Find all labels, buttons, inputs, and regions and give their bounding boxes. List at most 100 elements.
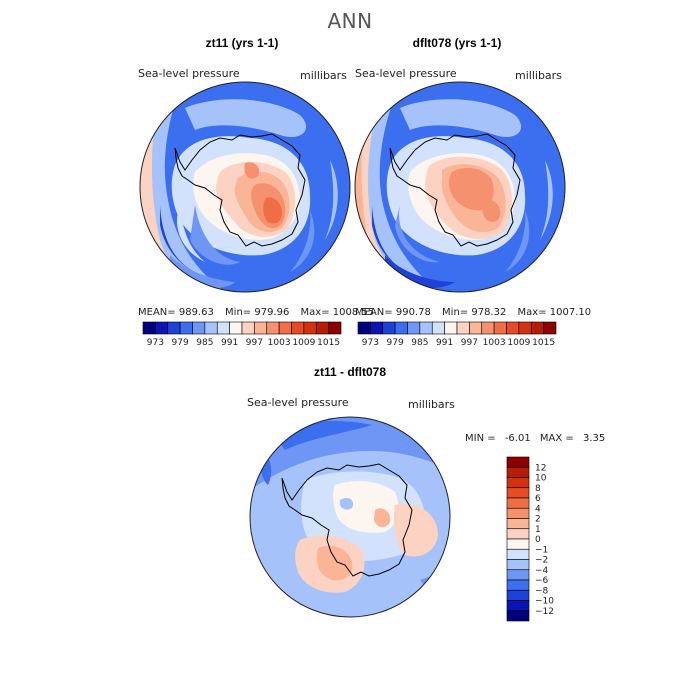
max-value: 3.35 — [583, 433, 605, 444]
colorbar-swatch — [506, 610, 530, 622]
figure-title: ANN — [327, 9, 372, 33]
colorbar-tick-label: 6 — [535, 494, 541, 504]
panel-title: zt11 - dflt078 — [314, 365, 386, 379]
colorbar-tick-label: 1015 — [317, 338, 340, 348]
min-value: -6.01 — [505, 433, 531, 444]
colorbar-swatch — [278, 321, 292, 335]
colorbar-swatch — [382, 321, 396, 335]
coastline — [174, 133, 306, 247]
colorbar-tick-label: −12 — [535, 607, 554, 617]
colorbar-swatch — [266, 321, 280, 335]
colorbar-swatch — [204, 321, 218, 335]
colorbar-tick-label: 979 — [387, 338, 404, 348]
colorbar-swatch — [444, 321, 458, 335]
colorbar-swatch — [167, 321, 181, 335]
svg-text:MEAN= 989.63 Min=: MEAN= 989.63 Min= 979.96 Max= 1008.55 — [138, 307, 374, 318]
colorbar-tick-label: 1015 — [532, 338, 555, 348]
colorbar: 973 979 985 991 997 1003 1009 1015 — [142, 321, 342, 348]
colorbar-swatch — [357, 321, 371, 335]
colorbar-tick-label: 979 — [172, 338, 189, 348]
colorbar-swatch — [506, 548, 530, 560]
colorbar-swatch — [506, 528, 530, 540]
colorbar-tick-label: 997 — [246, 338, 263, 348]
colorbar-swatch — [506, 538, 530, 550]
max-value: 1007.10 — [550, 307, 591, 318]
variable-label: Sea-level pressure — [247, 396, 349, 409]
max-label: Max= — [518, 307, 547, 318]
colorbar-swatch — [506, 487, 530, 499]
colorbar-tick-label: 973 — [362, 338, 379, 348]
colorbar-swatch — [469, 321, 483, 335]
colorbar-tick-label: 997 — [461, 338, 478, 348]
colorbar-tick-label: 1003 — [483, 338, 506, 348]
min-label: Min= — [225, 307, 251, 318]
colorbar-tick-label: 985 — [196, 338, 213, 348]
colorbar-tick-label: 12 — [535, 463, 546, 473]
colorbar-swatch — [216, 321, 230, 335]
colorbar-tick-label: 2 — [535, 515, 541, 525]
min-label: MIN = — [465, 433, 496, 444]
colorbar-tick-label: 1009 — [507, 338, 530, 348]
units-label: millibars — [515, 69, 562, 82]
mean-value: 989.63 — [179, 307, 214, 318]
panel-dflt078: dflt078 (yrs 1-1) Sea-level pressure mil… — [354, 36, 591, 348]
map-outline — [249, 416, 451, 618]
panel-title: dflt078 (yrs 1-1) — [413, 36, 502, 50]
colorbar-tick-label: 991 — [436, 338, 453, 348]
colorbar-swatch — [506, 569, 530, 581]
max-label: Max= — [301, 307, 330, 318]
min-label: Min= — [442, 307, 468, 318]
colorbar: 973 979 985 991 997 1003 1009 1015 — [357, 321, 557, 348]
colorbar-tick-label: 0 — [535, 535, 541, 545]
colorbar-tick-label: −10 — [535, 597, 554, 607]
min-value: 979.96 — [254, 307, 289, 318]
colorbar-swatch — [506, 466, 530, 478]
colorbar-swatch — [481, 321, 495, 335]
coastline — [389, 133, 521, 247]
colorbar-tick-label: 991 — [221, 338, 238, 348]
units-label: millibars — [300, 69, 347, 82]
colorbar-swatch — [407, 321, 421, 335]
colorbar-swatch — [419, 321, 433, 335]
colorbar-swatch — [518, 321, 532, 335]
colorbar-swatch — [506, 477, 530, 489]
colorbar-swatch — [254, 321, 268, 335]
colorbar-tick-label: −8 — [535, 586, 549, 596]
svg-text:MEAN= 990.78 Min=: MEAN= 990.78 Min= 978.32 Max= 1007.10 — [355, 307, 591, 318]
colorbar-swatch — [530, 321, 544, 335]
colorbar-swatch — [506, 497, 530, 509]
colorbar-swatch — [506, 518, 530, 530]
colorbar-tick-label: 4 — [535, 504, 541, 514]
units-label: millibars — [408, 398, 455, 411]
colorbar-swatch — [303, 321, 317, 335]
colorbar-swatch — [155, 321, 169, 335]
colorbar-tick-label: −6 — [535, 576, 549, 586]
colorbar-swatch — [456, 321, 470, 335]
colorbar-tick-label: −2 — [535, 556, 548, 566]
colorbar-swatch — [431, 321, 445, 335]
colorbar-swatch — [241, 321, 255, 335]
colorbar-tick-label: 1 — [535, 525, 541, 535]
max-label: MAX = — [540, 433, 574, 444]
panel-title: zt11 (yrs 1-1) — [206, 36, 279, 50]
map-field — [140, 82, 350, 292]
colorbar-swatch — [506, 321, 520, 335]
colorbar-tick-label: −1 — [535, 545, 548, 555]
variable-label: Sea-level pressure — [138, 67, 240, 80]
colorbar-swatch — [493, 321, 507, 335]
colorbar-swatch — [179, 321, 193, 335]
svg-text:MIN = -6.01 MAX =: MIN = -6.01 MAX = 3.35 — [465, 433, 605, 444]
mean-label: MEAN= — [355, 307, 393, 318]
mean-value: 990.78 — [396, 307, 431, 318]
mean-label: MEAN= — [138, 307, 176, 318]
colorbar-swatch — [543, 321, 557, 335]
colorbar-swatch — [328, 321, 342, 335]
colorbar-swatch — [506, 579, 530, 591]
colorbar-swatch — [506, 600, 530, 612]
colorbar-swatch — [291, 321, 305, 335]
colorbar-swatch — [192, 321, 206, 335]
panel-zt11: zt11 (yrs 1-1) Sea-level pressure millib… — [138, 36, 374, 348]
map-field — [355, 82, 565, 292]
map-outline — [354, 81, 566, 293]
colorbar-swatch — [506, 589, 530, 601]
